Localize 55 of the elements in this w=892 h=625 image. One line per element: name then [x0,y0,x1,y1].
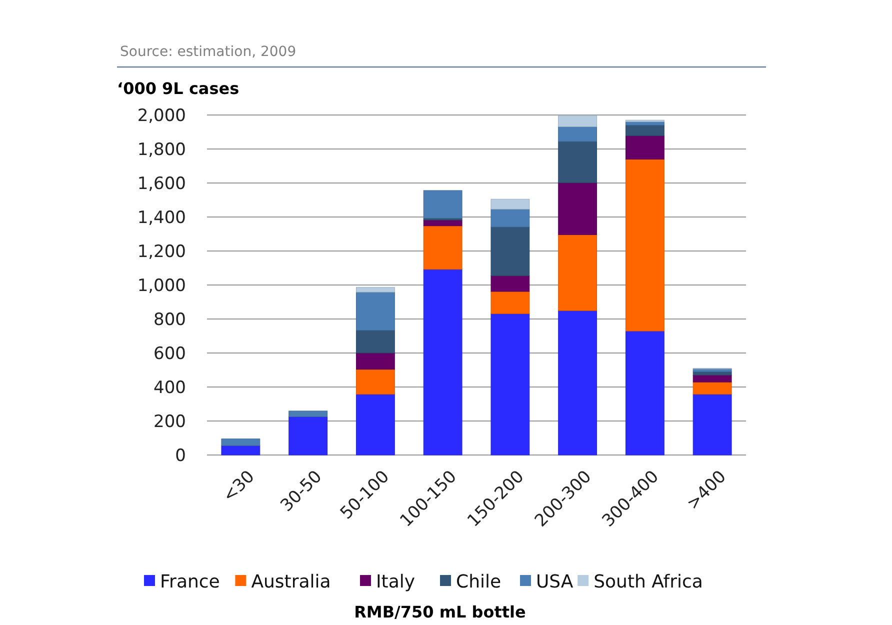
y-tick-label: 400 [154,378,186,398]
bar [558,182,598,235]
bar [288,416,328,456]
y-tick-label: 1,600 [137,174,186,194]
legend-label: Australia [251,571,331,592]
source-note: Source: estimation, 2009 [120,44,296,60]
bar [625,124,664,136]
legend-label: Chile [456,571,502,592]
bar [625,122,664,126]
y-tick-label: 200 [154,412,186,432]
bar [356,330,395,354]
bar [356,369,395,395]
bar [490,208,530,228]
bar [692,394,732,456]
bar [423,269,462,456]
bar [625,330,664,456]
bar [558,310,598,456]
y-tick-label: 1,800 [137,140,186,160]
legend-label: Italy [376,571,416,592]
y-tick-label: 600 [154,344,186,364]
bar [692,374,732,382]
bar [356,394,395,456]
y-tick-label: 800 [154,310,186,330]
bar [490,276,530,292]
bar [221,438,260,446]
x-axis-title: RMB/750 mL bottle [354,602,526,622]
bar [423,226,462,270]
legend-label: South Africa [594,571,703,592]
y-tick-label: 1,400 [137,208,186,228]
bar [692,382,732,395]
bar [356,287,395,292]
bar [625,158,664,332]
y-tick-label: 1,000 [137,276,186,296]
bar [558,141,598,184]
bar [221,445,260,456]
y-tick-label: 0 [175,446,186,466]
bar [288,410,328,417]
y-axis-title: ‘000 9L cases [117,79,240,98]
bar [356,352,395,370]
bar [490,313,530,456]
legend-label: France [160,571,220,592]
bar [490,291,530,314]
bar [490,226,530,276]
bar [356,292,395,331]
bar [692,371,732,376]
legend-label: USA [536,571,574,592]
bar [558,126,598,142]
bar [423,190,462,219]
bar [490,198,530,210]
y-tick-label: 2,000 [137,106,186,126]
bar [558,234,598,311]
y-tick-label: 1,200 [137,242,186,262]
x-tick-label: <30 [219,466,259,506]
bar [625,135,664,160]
bar [558,115,598,127]
